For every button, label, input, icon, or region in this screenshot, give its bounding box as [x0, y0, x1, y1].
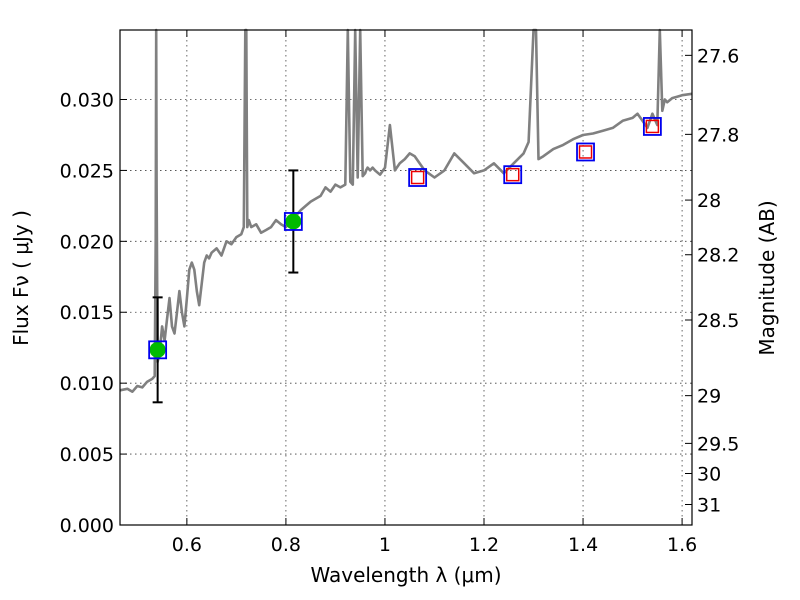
- y-tick-label: 0.000: [60, 515, 114, 537]
- y2-tick-label: 27.8: [697, 124, 739, 146]
- observed-points: [149, 213, 302, 358]
- y-tick-label: 0.025: [60, 160, 114, 182]
- spectrum-line: [119, 28, 693, 394]
- model-box-inner: [505, 167, 520, 182]
- model-box-inner: [410, 170, 425, 185]
- y-tick-label: 0.030: [60, 89, 114, 111]
- plot-background: [120, 30, 692, 525]
- model-box: [576, 142, 595, 162]
- model-box: [148, 340, 168, 360]
- y2-tick-label: 29.5: [697, 433, 739, 455]
- spectrum-series: [119, 28, 693, 394]
- y2-axis-label: Magnitude (AB): [755, 200, 779, 355]
- y-axis-label: Flux Fν ( μJy ): [9, 210, 33, 346]
- axis-ticks: 0.6 0.8 1 1.2 1.4 1.6 0.000 0.005 0.010 0.015 0.02…: [60, 30, 739, 556]
- plot-frame: [119, 29, 693, 526]
- model-box-inner: [645, 119, 660, 134]
- y-tick-label: 0.020: [60, 231, 114, 253]
- x-tick-label: 1: [379, 534, 391, 556]
- y2-tick-label: 30: [697, 464, 721, 486]
- y2-tick-label: 28: [697, 190, 721, 212]
- x-tick-label: 1.2: [469, 534, 499, 556]
- x-tick-label: 1.4: [568, 534, 598, 556]
- x-tick-label: 1.6: [667, 534, 697, 556]
- y2-tick-label: 28.2: [697, 245, 739, 267]
- observed-point: [285, 213, 302, 230]
- y2-tick-label: 28.5: [697, 310, 739, 332]
- model-box: [283, 212, 303, 231]
- y-tick-label: 0.005: [60, 444, 114, 466]
- observed-point: [149, 341, 166, 358]
- x-tick-label: 0.8: [271, 534, 301, 556]
- y-tick-label: 0.015: [60, 302, 114, 324]
- model-box: [642, 117, 662, 136]
- x-tick-label: 0.6: [172, 534, 202, 556]
- y2-tick-label: 27.6: [697, 45, 739, 67]
- grid-lines: [120, 30, 692, 526]
- y-tick-label: 0.010: [60, 373, 114, 395]
- model-box-inner: [578, 145, 593, 159]
- y2-tick-label: 31: [697, 494, 721, 516]
- model-box: [408, 168, 428, 187]
- x-axis-label: Wavelength λ (μm): [310, 563, 501, 587]
- y2-tick-label: 29: [697, 386, 721, 408]
- model-points: [148, 117, 662, 360]
- model-box: [503, 165, 523, 185]
